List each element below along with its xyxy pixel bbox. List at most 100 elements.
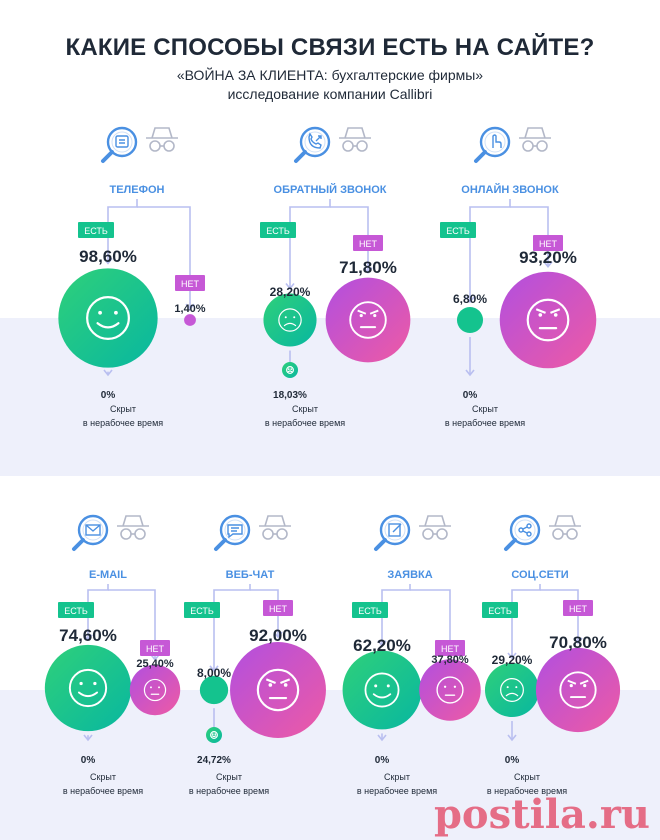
channel-1-phone-icon-spy-glass-l [149, 140, 161, 152]
channel-6-bubble-no-eye-l [443, 685, 447, 688]
channel-4-email-icon-spy-hat [117, 515, 149, 527]
channel-6-request-icon-lens-inner [384, 519, 406, 541]
channel-4-value-yes: 74,60% [59, 626, 117, 645]
channel-6-bubble-no [419, 659, 481, 721]
channel-3-online-call-icon [474, 126, 551, 163]
channel-4-tag-no-label: НЕТ [146, 644, 165, 654]
channel-7-bubble-yes-outline [500, 678, 524, 702]
channel-7-bubble-no-eye-r [583, 683, 587, 688]
channel-2-bubble-no-circle [325, 277, 411, 363]
channel-5-tag-yes: ЕСТЬ [184, 602, 220, 618]
channel-1-hidden-label: Скрыт [110, 404, 136, 414]
channel-7-name: СОЦ.СЕТИ [511, 569, 568, 581]
channel-4-bubble-no-outline [143, 678, 167, 702]
channel-3-link-yes [469, 199, 511, 301]
channel-2-bubble-no [325, 277, 411, 363]
channel-3-online-call-icon-glyph [492, 134, 502, 148]
channel-5-webchat-icon-spy-glass-l [262, 528, 274, 540]
channel-7-tag-yes-label: ЕСТЬ [488, 606, 512, 616]
channel-3-online-call-icon-spy-hat [519, 127, 551, 139]
channel-3-value-no: 93,20% [519, 248, 577, 267]
channel-1-phone-icon-spy-glass-r [163, 140, 175, 152]
channel-5-tag-yes-label: ЕСТЬ [190, 606, 214, 616]
channel-1-link-no [137, 206, 191, 309]
channel-7-tag-no-label: НЕТ [569, 604, 588, 614]
channel-2-hidden-label: Скрыт [292, 404, 318, 414]
channel-3-tag-yes: ЕСТЬ [440, 222, 476, 238]
channel-6-name: ЗАЯВКА [387, 569, 432, 581]
channel-4-bubble-yes-eye-l [79, 681, 83, 686]
channel-5-bubble-no-brow-r [280, 678, 291, 684]
channel-3-tag-no: НЕТ [533, 235, 563, 251]
channel-4-email-icon-spy-glass-r [134, 528, 146, 540]
channel-6-value-hidden: 0% [375, 755, 390, 766]
channel-4-arrow-yes [83, 634, 93, 642]
channel-1-arrow-hidden [103, 369, 113, 377]
channel-4-tag-no-bg [140, 640, 170, 656]
channel-7-social-icon-lens-inner [514, 519, 536, 541]
channel-5-arrow-yes [209, 665, 219, 673]
channel-4-tag-yes-label: ЕСТЬ [64, 606, 88, 616]
channel-3-bubble-no-eye-r [553, 313, 558, 317]
channel-2-value-hidden: 18,03% [273, 390, 307, 401]
channel-4-hidden-label: Скрыт [90, 772, 116, 782]
channel-7-bubble-no-outline [559, 671, 597, 709]
channel-1-arrow-yes [103, 257, 113, 265]
channel-2-link-yes [289, 199, 331, 288]
channel-1-value-hidden: 0% [101, 390, 116, 401]
channel-6-value-no: 37,80% [431, 654, 469, 666]
channel-2-bubble-yes [263, 293, 317, 347]
channel-5-bubble-hidden-circle [206, 727, 222, 743]
channel-2-value-no: 71,80% [339, 258, 397, 277]
channel-4-bubble-no-circle [129, 664, 181, 716]
channel-5-bubble-no-brow-l [265, 678, 276, 684]
channel-1-name: ТЕЛЕФОН [110, 184, 165, 196]
channel-5-webchat-icon-spy-glass-r [276, 528, 288, 540]
channel-5-tag-yes-bg [184, 602, 220, 618]
channel-4-name: E-MAIL [89, 569, 127, 581]
channel-5-bubble-no-circle [230, 642, 326, 738]
watermark: postila.ru [433, 791, 650, 838]
channel-7-tag-no: НЕТ [563, 600, 593, 616]
channel-6-value-yes: 62,20% [353, 636, 411, 655]
channel-3-arrow-yes [465, 296, 475, 304]
channel-4-arrow-hidden [83, 734, 93, 742]
channel-7-tag-no-bg [563, 600, 593, 616]
channel-3-value-hidden: 0% [463, 390, 478, 401]
channel-6-hidden-label-2: в нерабочее время [357, 786, 437, 796]
channel-7-hidden-label-2: в нерабочее время [487, 786, 567, 796]
channel-4-bubble-yes [44, 644, 132, 732]
channel-1-bubble-yes-circle [58, 268, 158, 368]
channel-2-value-yes: 28,20% [270, 285, 311, 299]
channel-2-bubble-yes-outline [278, 308, 302, 332]
channel-6-bubble-no-circle [419, 659, 481, 721]
channel-1-tag-yes-bg [78, 222, 114, 238]
channel-1-bubble-yes-eye-r [114, 310, 118, 315]
channel-6-tag-no-label: НЕТ [441, 644, 460, 654]
channel-1-phone-icon-glyph [115, 135, 129, 148]
channel-1-tag-yes: ЕСТЬ [78, 222, 114, 238]
channel-3-online-call-icon-handle [474, 150, 487, 163]
channel-2-bubble-hidden-mouth [287, 370, 293, 373]
channel-6-tag-yes-label: ЕСТЬ [358, 606, 382, 616]
channel-5-webchat-icon-handle [214, 538, 227, 551]
channel-1-bubble-yes-eye-l [98, 310, 102, 315]
channel-5-bubble-hidden-eye-l [211, 733, 214, 736]
channel-7-tag-yes: ЕСТЬ [482, 602, 518, 618]
channel-5-link-yes [213, 584, 251, 670]
channel-3-tag-yes-bg [440, 222, 476, 238]
channel-3-arrow-hidden [465, 369, 475, 377]
page-title: КАКИЕ СПОСОБЫ СВЯЗИ ЕСТЬ НА САЙТЕ? [65, 34, 595, 61]
channel-7-social-icon-glyph4 [522, 526, 528, 534]
channel-5-bubble-hidden [206, 727, 222, 743]
channel-2-hidden-label-2: в нерабочее время [265, 418, 345, 428]
channel-6-request-icon-glyph [388, 523, 401, 537]
channel-2-tag-yes: ЕСТЬ [260, 222, 296, 238]
channel-3-bubble-no-eye-l [538, 313, 543, 317]
channel-3-online-call-icon-lens-inner [484, 131, 506, 153]
channel-6-tag-yes: ЕСТЬ [352, 602, 388, 618]
channel-2-bubble-yes-circle [263, 293, 317, 347]
channel-6-bubble-yes-circle [342, 650, 422, 730]
channel-4-bubble-yes-eye-r [93, 681, 97, 686]
